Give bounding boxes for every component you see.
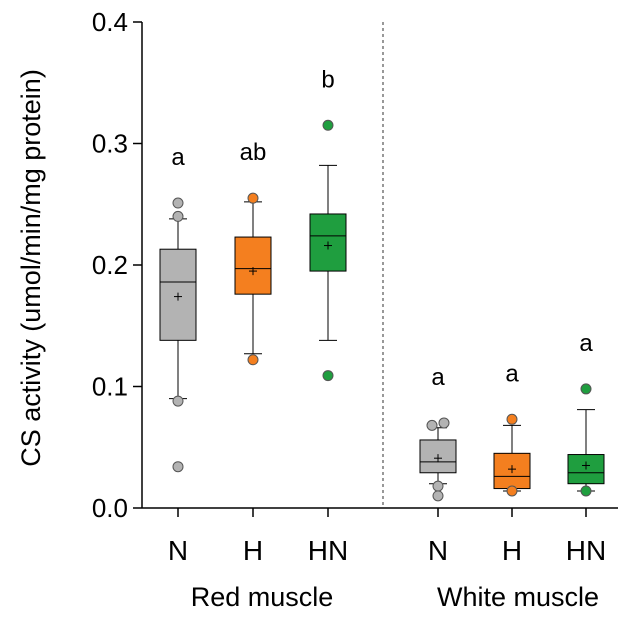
x-category-label: H	[243, 535, 263, 566]
outlier-point	[322, 119, 334, 131]
box-body	[234, 236, 272, 295]
outlier-point	[172, 210, 184, 222]
outlier-point	[506, 413, 518, 425]
outlier-point	[172, 197, 184, 209]
y-tick-label: 0.0	[92, 493, 128, 523]
y-tick-label: 0.4	[92, 7, 128, 37]
box-white-muscle-n: a	[419, 364, 457, 517]
outlier-point	[172, 461, 184, 473]
x-category-label: N	[428, 535, 448, 566]
y-tick-label: 0.3	[92, 129, 128, 159]
axes: 0.0 0.1 0.2 0.3 0.4	[92, 7, 618, 523]
outlier-point	[432, 480, 444, 492]
y-tick-label: 0.1	[92, 372, 128, 402]
x-category-label: N	[168, 535, 188, 566]
significance-label: b	[321, 66, 334, 93]
x-category-label: H	[502, 535, 522, 566]
outlier-point	[580, 485, 592, 497]
significance-label: ab	[240, 139, 267, 166]
y-tick-label: 0.2	[92, 250, 128, 280]
outlier-point	[247, 192, 259, 204]
box-white-muscle-h: a	[493, 360, 531, 517]
x-category-label: HN	[566, 535, 606, 566]
x-category-label: HN	[308, 535, 348, 566]
outlier-point	[506, 485, 518, 497]
box-red-muscle-hn: b	[309, 66, 347, 517]
box-white-muscle-hn: a	[567, 330, 605, 517]
outlier-point	[322, 370, 334, 382]
outlier-point	[426, 419, 438, 431]
significance-label: a	[579, 330, 593, 357]
outlier-point	[580, 383, 592, 395]
box-red-muscle-n: a	[159, 144, 197, 517]
y-axis-label: CS activity (umol/min/mg protein)	[16, 69, 46, 467]
outlier-point	[432, 490, 444, 502]
group-label: Red muscle	[191, 582, 334, 612]
significance-label: a	[431, 364, 445, 391]
significance-label: a	[171, 144, 185, 171]
box-red-muscle-h: ab	[234, 139, 272, 517]
outlier-point	[247, 354, 259, 366]
box-plots: a ab b a a a	[159, 66, 605, 517]
outlier-point	[438, 417, 450, 429]
outlier-point	[172, 395, 184, 407]
significance-label: a	[505, 360, 519, 387]
group-label: White muscle	[437, 582, 599, 612]
